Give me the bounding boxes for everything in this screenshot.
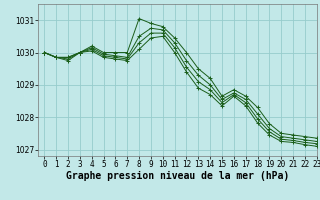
- X-axis label: Graphe pression niveau de la mer (hPa): Graphe pression niveau de la mer (hPa): [66, 171, 289, 181]
